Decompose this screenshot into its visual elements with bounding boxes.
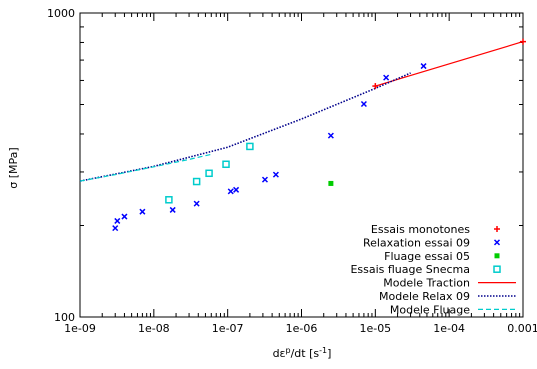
y-axis-label: σ [MPa]: [7, 147, 20, 188]
data-point: [205, 169, 213, 178]
x-axis-label-main: dε: [273, 347, 286, 360]
x-tick-label: 1e-04: [433, 322, 465, 335]
x-tick-label: 0.001: [507, 322, 537, 335]
y-tick-label: 1000: [47, 7, 75, 20]
data-point: [233, 186, 240, 193]
x-tick-label: 1e-05: [359, 322, 391, 335]
x-axis-label-exp: -1: [319, 346, 327, 355]
series-line: [79, 72, 411, 182]
data-point: [165, 196, 173, 204]
x-axis: 1e-09 1e-08 1e-07 1e-06 1e-05 1e-04 0.001: [64, 13, 537, 335]
data-point: [261, 176, 268, 183]
legend-entry-marker: [493, 265, 501, 273]
data-point: [272, 171, 279, 178]
x-tick-label: 1e-07: [212, 322, 244, 335]
x-axis-label: dεp/dt [s-1]: [273, 346, 332, 360]
data-point: [327, 132, 334, 139]
x-axis-label-rest: /dt [s: [291, 347, 320, 360]
legend-entry-marker: [493, 239, 501, 246]
legend-entry-label: Relaxation essai 09: [363, 236, 470, 249]
data-point: [192, 177, 201, 186]
x-axis-label-close: ]: [327, 347, 331, 360]
series-line: [375, 41, 524, 87]
data-point: [114, 217, 121, 224]
data-point: [383, 74, 390, 81]
x-tick-label: 1e-09: [64, 322, 96, 335]
legend-entry-marker: [494, 253, 500, 259]
model-lines: [79, 41, 524, 182]
legend-entry-label: Essais monotones: [371, 223, 470, 236]
x-tick-label: 1e-06: [286, 322, 318, 335]
legend-entry-label: Fluage essai 05: [384, 250, 470, 263]
data-point: [222, 160, 230, 169]
data-point: [169, 206, 176, 213]
data-point: [227, 188, 234, 195]
data-point: [246, 142, 254, 151]
series-line: [79, 153, 212, 182]
legend-entry-label: Modele Relax 09: [379, 290, 470, 303]
data-point: [420, 63, 427, 70]
y-tick-label: 100: [54, 311, 75, 324]
data-points: [112, 38, 526, 232]
data-point: [193, 200, 200, 207]
x-axis-label-sup: p: [286, 346, 291, 355]
legend-entry-label: Modele Fluage: [390, 303, 470, 316]
x-tick-label: 1e-08: [138, 322, 170, 335]
data-point: [121, 213, 128, 220]
legend-entry-label: Modele Traction: [383, 277, 470, 290]
data-point: [112, 225, 119, 232]
legend-entry-label: Essais fluage Snecma: [350, 263, 470, 276]
data-point: [360, 100, 367, 108]
data-point: [328, 180, 334, 186]
data-point: [139, 208, 146, 215]
